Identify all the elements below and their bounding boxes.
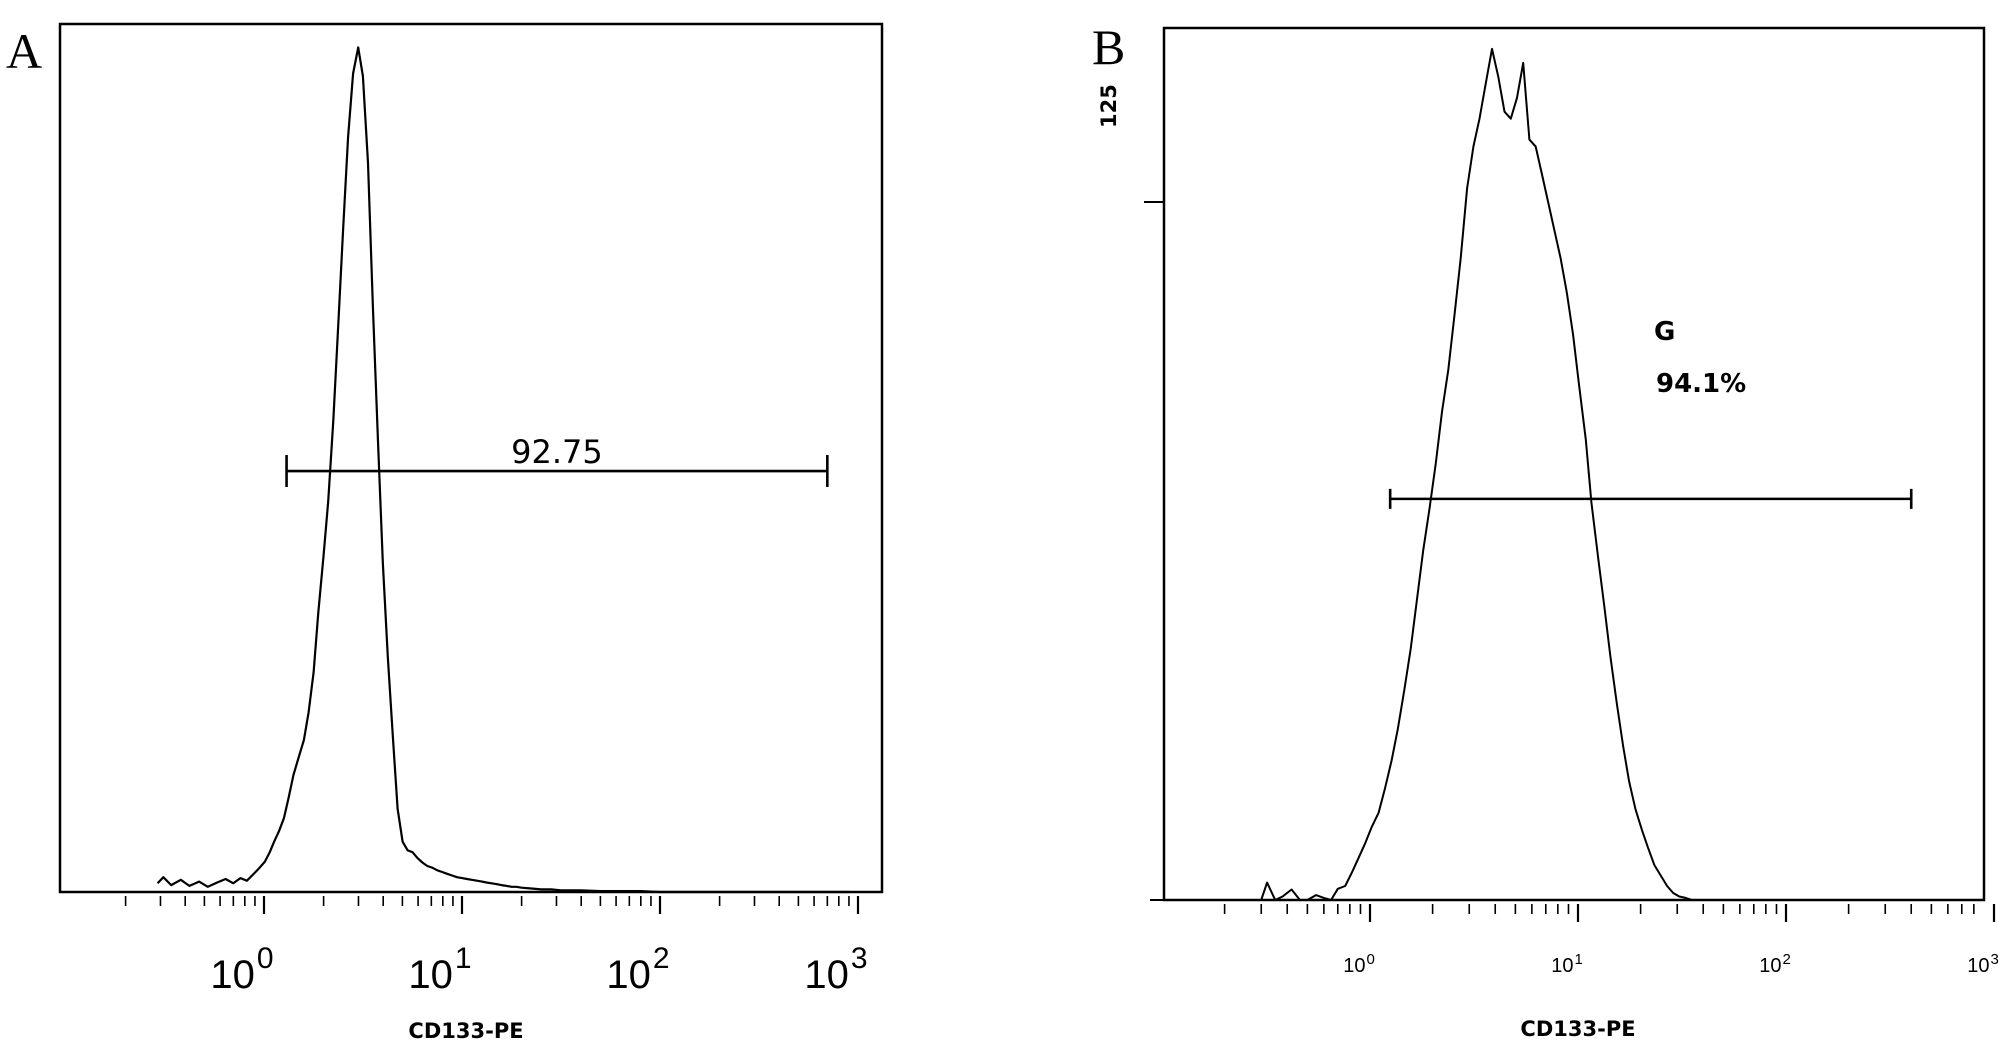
panel-a-plot-frame: [58, 22, 884, 894]
panel-a-label: A: [6, 23, 42, 79]
x-tick-label: 102: [606, 942, 669, 997]
panel-b-x-axis-title: CD133-PE: [1520, 1017, 1635, 1041]
panel-a-gate-label: 92.75: [511, 433, 603, 471]
panel-b-y-max-label: 125: [1097, 84, 1121, 128]
x-tick-label: 102: [1759, 951, 1791, 977]
panel-b-gate-name: G: [1654, 317, 1675, 347]
x-tick-label: 101: [1551, 951, 1583, 977]
x-tick-label: 103: [1967, 951, 1999, 977]
x-tick-label: 103: [804, 942, 867, 997]
panel-a-x-ticks: [124, 896, 860, 914]
x-tick-label: 101: [408, 942, 471, 997]
panel-a-gate: [285, 455, 829, 488]
panel-b-x-tick-labels: 100 101 102 103: [1343, 951, 1999, 977]
x-tick-label: 100: [1343, 951, 1375, 977]
panel-b-gate: [1388, 488, 1913, 509]
panel-b-plot-frame: [1162, 26, 1986, 902]
panel-b: B 125 100 101 102 103 G 94.1% CD133-PE: [1092, 19, 1999, 1041]
panel-b-histogram-line: [1260, 47, 1984, 901]
panel-b-gate-percent: 94.1%: [1656, 369, 1746, 399]
panel-b-label: B: [1092, 19, 1125, 75]
panel-a-x-tick-labels: 100 101 102 103: [210, 942, 867, 997]
panel-a-x-axis-title: CD133-PE: [408, 1019, 523, 1043]
panel-a-histogram-line: [156, 46, 849, 894]
x-tick-label: 100: [210, 942, 273, 997]
panel-a: A 100 101 102 103 92.75 CD133-PE: [6, 22, 884, 1043]
panel-b-x-ticks: [1223, 904, 1996, 922]
